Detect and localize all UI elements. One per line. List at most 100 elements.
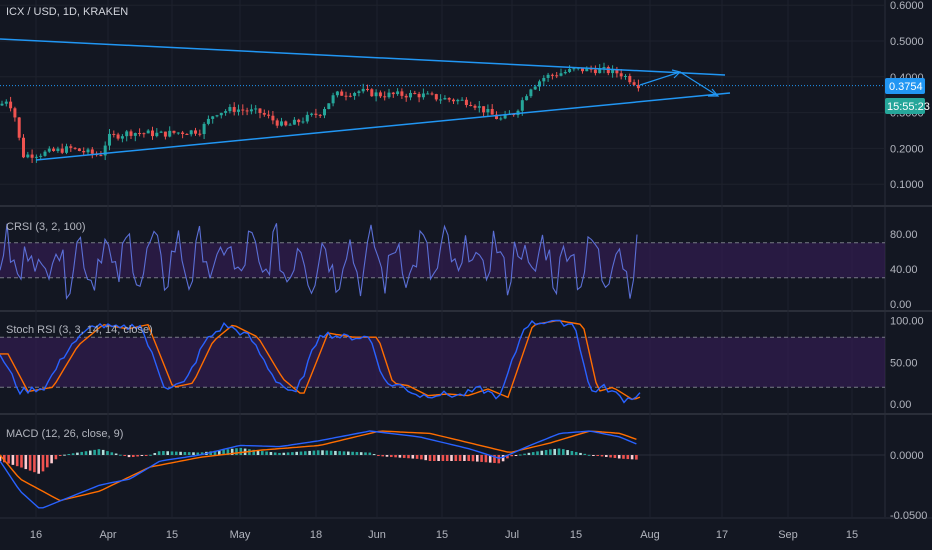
macd-histogram-bar [170,451,174,455]
macd-histogram-bar [89,450,92,455]
price-tick-label: 0.1000 [890,179,924,191]
candle-body [47,148,51,152]
crsi-title[interactable]: CRSI (3, 2, 100) [6,221,85,233]
trendlines[interactable] [0,38,885,161]
candle-body [228,107,232,112]
candle-body [245,110,249,112]
macd-histogram-bar [617,455,621,459]
macd-histogram-bar [11,455,15,465]
candle-body [593,69,597,74]
candle-body [194,130,197,134]
macd-histogram-bar [119,454,122,456]
macd-histogram-bar [523,453,526,455]
macd-histogram-bar [433,455,436,461]
macd-histogram-bar [101,449,105,455]
macd-histogram-bar [540,450,544,455]
macd-histogram-bar [609,455,612,458]
candle-body [452,99,455,102]
candle-body [271,115,275,121]
stoch-tick-label: 50.00 [890,357,918,369]
candle-body [267,114,271,116]
x-tick-label: 18 [310,529,322,541]
candle-body [568,68,572,72]
candle-body [280,121,283,126]
candle-body [383,96,387,98]
macd-histogram-bar [312,450,316,455]
candle-body [198,133,202,135]
macd-histogram-bar [209,451,212,455]
macd-histogram-bar [471,455,475,462]
macd-histogram-bar [488,455,492,463]
candle-body [473,105,477,108]
macd-histogram-bar [196,452,200,455]
stoch-tick-label: 100.00 [890,316,924,328]
candle-body [189,130,193,135]
macd-histogram-bar [278,452,281,455]
crsi-series [0,223,638,300]
macd-histogram-bar [24,455,28,470]
macd-histogram-bar [334,450,337,455]
candle-body [125,131,129,137]
crsi-tick-label: 0.00 [890,299,911,311]
candle-body [206,118,210,124]
macd-histogram-bar [445,455,449,461]
macd-histogram-bar [329,450,333,455]
macd-histogram-bar [7,455,10,464]
candle-body [310,113,314,115]
candle-body [99,155,103,157]
candle-body [413,92,417,94]
last-price-badge: 0.3754 [885,78,925,94]
macd-histogram-bar [385,455,389,457]
macd-histogram-bar [149,454,152,456]
candle-body [297,119,301,123]
candle-body [323,109,326,116]
macd-histogram-bar [394,455,397,458]
candle-body [443,98,447,100]
macd-histogram-bar [402,455,406,458]
candle-body [456,99,460,102]
time-axis[interactable]: 16 Apr 15 May 18 Jun 15 Jul 15 Aug 17 Sep 15 [30,529,858,541]
candle-body [155,132,159,137]
x-tick-label: Jun [368,529,386,541]
projection-arrowhead-up [671,69,682,79]
crsi-band [0,242,885,278]
symbol-title[interactable]: ICX / USD, 1D, KRAKEN [6,6,128,18]
macd-histogram-bar [480,455,483,462]
macd-tick-label: 0.0000 [890,450,924,462]
macd-histogram-bar [54,455,58,460]
macd-histogram-bar [579,452,582,455]
macd-histogram-bar [506,455,509,459]
macd-histogram-bar [549,449,552,455]
candle-body [434,94,438,100]
indicator-bands [0,242,885,456]
macd-histogram-bar [20,455,23,468]
x-tick-label: Aug [640,529,660,541]
macd-histogram-bar [497,455,501,464]
candle-body [387,92,391,98]
candle-body [26,154,30,158]
x-tick-label: 15 [570,529,582,541]
last-price-value: 0.3754 [889,81,923,93]
candle-body [142,133,146,135]
candle-body [108,133,111,146]
stoch-rsi-title[interactable]: Stoch RSI (3, 3, 14, 14, close) [6,324,153,336]
macd-histogram-bar [299,451,303,455]
crsi-line [0,223,638,300]
stoch-k-line [0,319,641,404]
macd-histogram-bar [230,448,234,455]
candle-body [146,130,150,134]
macd-histogram-bar [93,449,96,455]
x-tick-label: 15 [436,529,448,541]
macd-histogram-bar [114,453,118,455]
macd-histogram-bar [630,455,634,460]
macd-histogram-bar [441,455,445,461]
macd-histogram-bar [600,455,604,457]
candle-body [374,92,378,97]
macd-title[interactable]: MACD (12, 26, close, 9) [6,428,123,440]
candle-body [538,81,541,87]
candle-body [219,112,223,116]
macd-histogram-bar [527,452,531,455]
macd-histogram-bar [295,451,298,455]
macd-histogram-bar [175,451,178,455]
